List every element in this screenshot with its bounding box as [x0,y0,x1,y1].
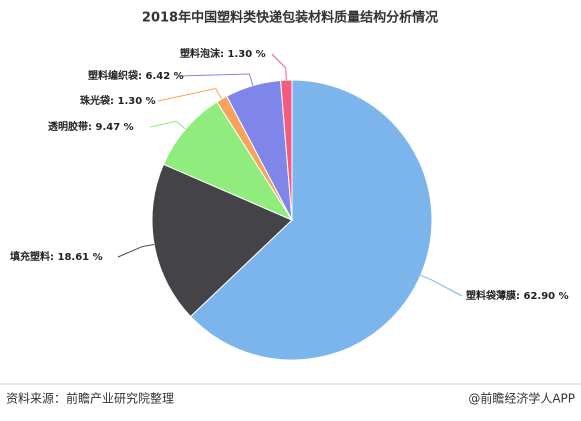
pie-slice [151,163,293,318]
chart-title: 2018年中国塑料类快递包装材料质量结构分析情况 [142,10,438,26]
pie-slice [189,79,433,361]
category-name: 塑料泡沫 [180,47,221,60]
category-name: 塑料袋薄膜 [466,289,516,302]
separator: : [88,122,95,133]
value-label: 18.61 % [57,252,102,263]
pie-slice [162,101,294,222]
separator: : [110,96,117,107]
leader-line [420,274,463,297]
data-label: 填充塑料: 18.61 % [10,250,103,263]
data-label: 珠光袋: 1.30 % [80,94,156,107]
data-label: 透明胶带: 9.47 % [48,120,134,133]
leader-line [177,73,254,86]
category-name: 塑料编织袋 [88,69,139,82]
leader-line [157,87,223,102]
value-label: 1.30 % [117,96,155,107]
data-label: 塑料泡沫: 1.30 % [180,47,266,60]
category-name: 珠光袋 [80,94,111,107]
value-label: 62.90 % [523,291,568,302]
data-label: 塑料编织袋: 6.42 % [88,69,184,82]
separator: : [138,71,145,82]
value-label: 1.30 % [227,49,265,60]
separator: : [220,49,227,60]
credit: @前瞻经济学人APP [468,391,575,406]
source: 资料来源：前瞻产业研究院整理 [6,391,174,406]
data-label: 塑料袋薄膜: 62.90 % [466,289,569,302]
value-label: 9.47 % [95,122,133,133]
category-name: 透明胶带 [48,120,88,133]
value-label: 6.42 % [145,71,183,82]
leader-line [149,120,186,130]
leader-line [271,53,287,81]
separator: : [516,291,523,302]
leader-line [117,243,155,258]
category-name: 填充塑料 [10,250,50,263]
separator: : [50,252,57,263]
pie-slice [280,79,293,221]
